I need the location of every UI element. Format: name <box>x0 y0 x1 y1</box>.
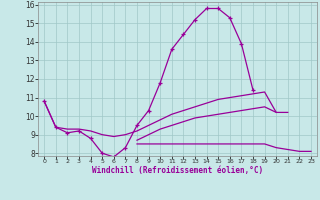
X-axis label: Windchill (Refroidissement éolien,°C): Windchill (Refroidissement éolien,°C) <box>92 166 263 175</box>
